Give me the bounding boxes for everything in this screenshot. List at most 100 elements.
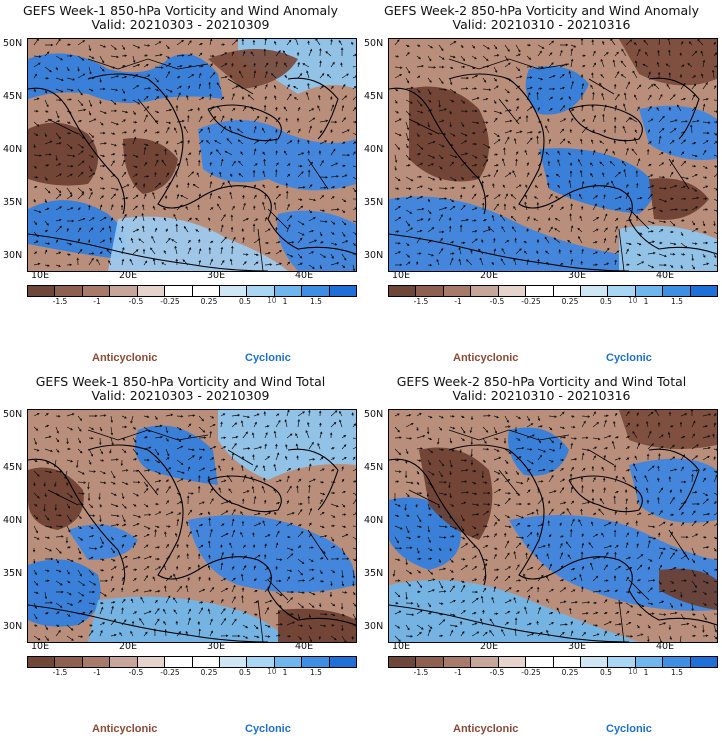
wind-vector <box>504 88 510 94</box>
wind-vector <box>143 525 151 530</box>
wind-vector <box>242 544 246 549</box>
wind-vector <box>132 523 140 527</box>
wind-vector <box>198 544 204 549</box>
wind-vector <box>121 184 130 189</box>
wind-vector <box>253 495 257 505</box>
wind-vector <box>175 223 179 233</box>
wind-vector <box>427 176 436 181</box>
wind-vector <box>691 473 694 483</box>
wind-vector <box>569 607 572 615</box>
wind-vector <box>231 435 239 439</box>
wind-vector <box>54 481 57 487</box>
wind-vector <box>405 220 410 227</box>
wind-vector <box>209 63 213 68</box>
wind-vector <box>33 503 38 507</box>
wind-vector <box>613 464 617 472</box>
wind-vector <box>713 470 717 473</box>
wind-vector <box>691 602 694 612</box>
wind-vector <box>460 140 468 145</box>
wind-vector <box>427 525 431 533</box>
wind-vector <box>460 459 468 462</box>
wind-vector <box>110 193 117 200</box>
wind-vector <box>657 477 660 483</box>
cyclonic-region <box>198 120 356 191</box>
wind-vector <box>438 65 445 69</box>
wind-vector <box>341 613 345 617</box>
wind-vector <box>99 44 107 48</box>
longitude-label: 20E <box>480 270 499 281</box>
wind-vector <box>603 447 609 450</box>
wind-vector <box>44 187 51 194</box>
wind-vector <box>99 459 105 462</box>
wind-vector <box>55 415 61 418</box>
colorbar-label: -1 <box>93 297 101 306</box>
wind-vector <box>66 613 71 617</box>
wind-vector <box>264 263 273 266</box>
wind-vector <box>526 228 529 233</box>
wind-vector <box>537 173 543 178</box>
wind-vector <box>548 52 553 57</box>
cyclonic-region <box>28 559 101 627</box>
wind-vector <box>241 96 245 100</box>
wind-vector <box>307 421 310 428</box>
wind-vector <box>185 521 189 527</box>
wind-vector <box>198 65 204 68</box>
wind-vector <box>209 207 214 211</box>
colorbar-swatch <box>302 286 330 296</box>
wind-vector <box>570 58 574 68</box>
wind-vector <box>143 87 152 90</box>
wind-vector <box>121 503 127 509</box>
wind-vector <box>427 77 432 83</box>
wind-vector <box>99 503 102 508</box>
wind-vector <box>77 437 81 444</box>
wind-vector <box>220 588 229 593</box>
wind-vector <box>341 240 349 244</box>
wind-vector <box>536 91 539 101</box>
wind-vector <box>263 48 267 57</box>
wind-vector <box>702 220 706 227</box>
wind-vector <box>297 231 305 236</box>
wind-vector <box>536 201 540 211</box>
wind-vector <box>319 499 323 505</box>
wind-vector <box>230 173 233 178</box>
wind-vector <box>680 253 686 256</box>
wind-vector <box>285 443 288 450</box>
wind-vector <box>132 205 138 211</box>
wind-vector <box>121 44 125 51</box>
wind-vector <box>482 121 489 124</box>
wind-vector <box>526 512 535 516</box>
wind-vector <box>209 93 212 101</box>
wind-vector <box>394 187 400 190</box>
wind-vector <box>130 598 134 604</box>
wind-vector <box>548 87 556 91</box>
wind-vector <box>438 558 441 564</box>
wind-vector <box>65 481 69 486</box>
wind-vector <box>143 143 149 147</box>
wind-vector <box>438 634 444 638</box>
wind-vector <box>231 508 236 516</box>
wind-vector <box>198 576 201 582</box>
wind-vector <box>658 589 666 593</box>
wind-vector <box>482 503 491 506</box>
wind-vector <box>553 237 561 244</box>
wind-vector <box>569 162 573 167</box>
wind-vector <box>394 99 398 104</box>
wind-vector <box>394 514 400 517</box>
wind-vector <box>44 435 52 439</box>
wind-vector <box>54 503 58 511</box>
wind-vector <box>231 245 234 255</box>
wind-vector <box>713 413 717 417</box>
wind-vector <box>427 140 436 145</box>
wind-vector <box>645 487 649 494</box>
wind-vector <box>209 192 213 200</box>
wind-vector <box>680 160 687 167</box>
wind-vector <box>438 187 448 190</box>
wind-vector <box>206 140 211 145</box>
wind-vector <box>713 231 717 235</box>
wind-vector <box>702 557 707 561</box>
wind-vector <box>275 611 281 615</box>
wind-vector <box>636 84 642 90</box>
wind-vector <box>570 108 575 112</box>
wind-vector <box>55 239 59 244</box>
wind-vector <box>187 434 192 439</box>
